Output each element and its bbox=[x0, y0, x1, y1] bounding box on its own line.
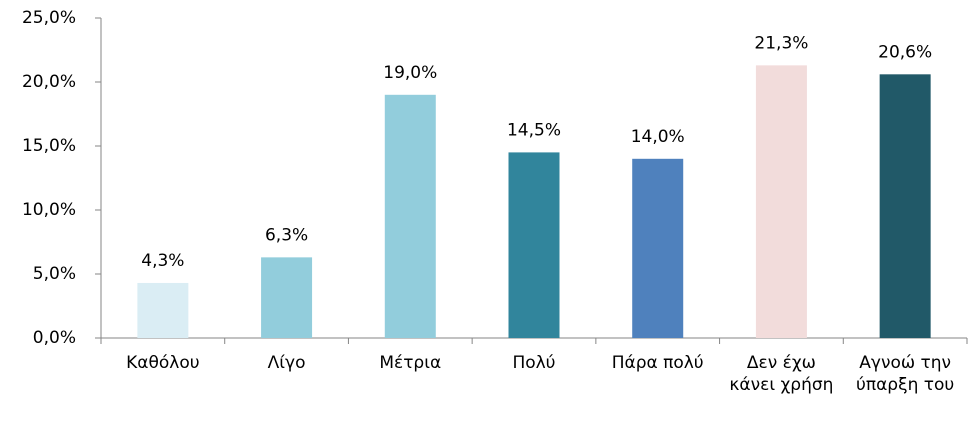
bar bbox=[137, 282, 189, 338]
bar bbox=[508, 152, 560, 338]
x-tick-label: Πολύ bbox=[512, 353, 556, 373]
y-tick-label: 15,0% bbox=[22, 136, 76, 156]
y-tick-label: 10,0% bbox=[22, 200, 76, 220]
x-tick-label: Δεν έχω κάνει χρήση bbox=[729, 353, 834, 395]
x-tick-label: Λίγο bbox=[267, 353, 306, 373]
data-label: 14,0% bbox=[631, 127, 685, 147]
data-label: 6,3% bbox=[265, 225, 308, 245]
bar bbox=[261, 257, 313, 338]
x-tick-label: Μέτρια bbox=[379, 353, 442, 373]
y-tick-label: 0,0% bbox=[33, 328, 76, 348]
data-label: 4,3% bbox=[141, 251, 184, 271]
bar bbox=[879, 74, 931, 338]
x-tick-label: Αγνοώ την ύπαρξη του bbox=[856, 353, 955, 395]
y-tick-label: 5,0% bbox=[33, 264, 76, 284]
x-tick-label: Πάρα πολύ bbox=[611, 353, 704, 373]
data-label: 19,0% bbox=[383, 63, 437, 83]
bar bbox=[632, 158, 684, 338]
data-label: 20,6% bbox=[878, 42, 932, 62]
data-label: 21,3% bbox=[754, 33, 808, 53]
x-tick-label: Καθόλου bbox=[126, 353, 200, 373]
bar bbox=[384, 94, 436, 338]
y-tick-label: 25,0% bbox=[22, 8, 76, 28]
y-tick-label: 20,0% bbox=[22, 72, 76, 92]
bar bbox=[755, 65, 807, 339]
data-label: 14,5% bbox=[507, 120, 561, 140]
